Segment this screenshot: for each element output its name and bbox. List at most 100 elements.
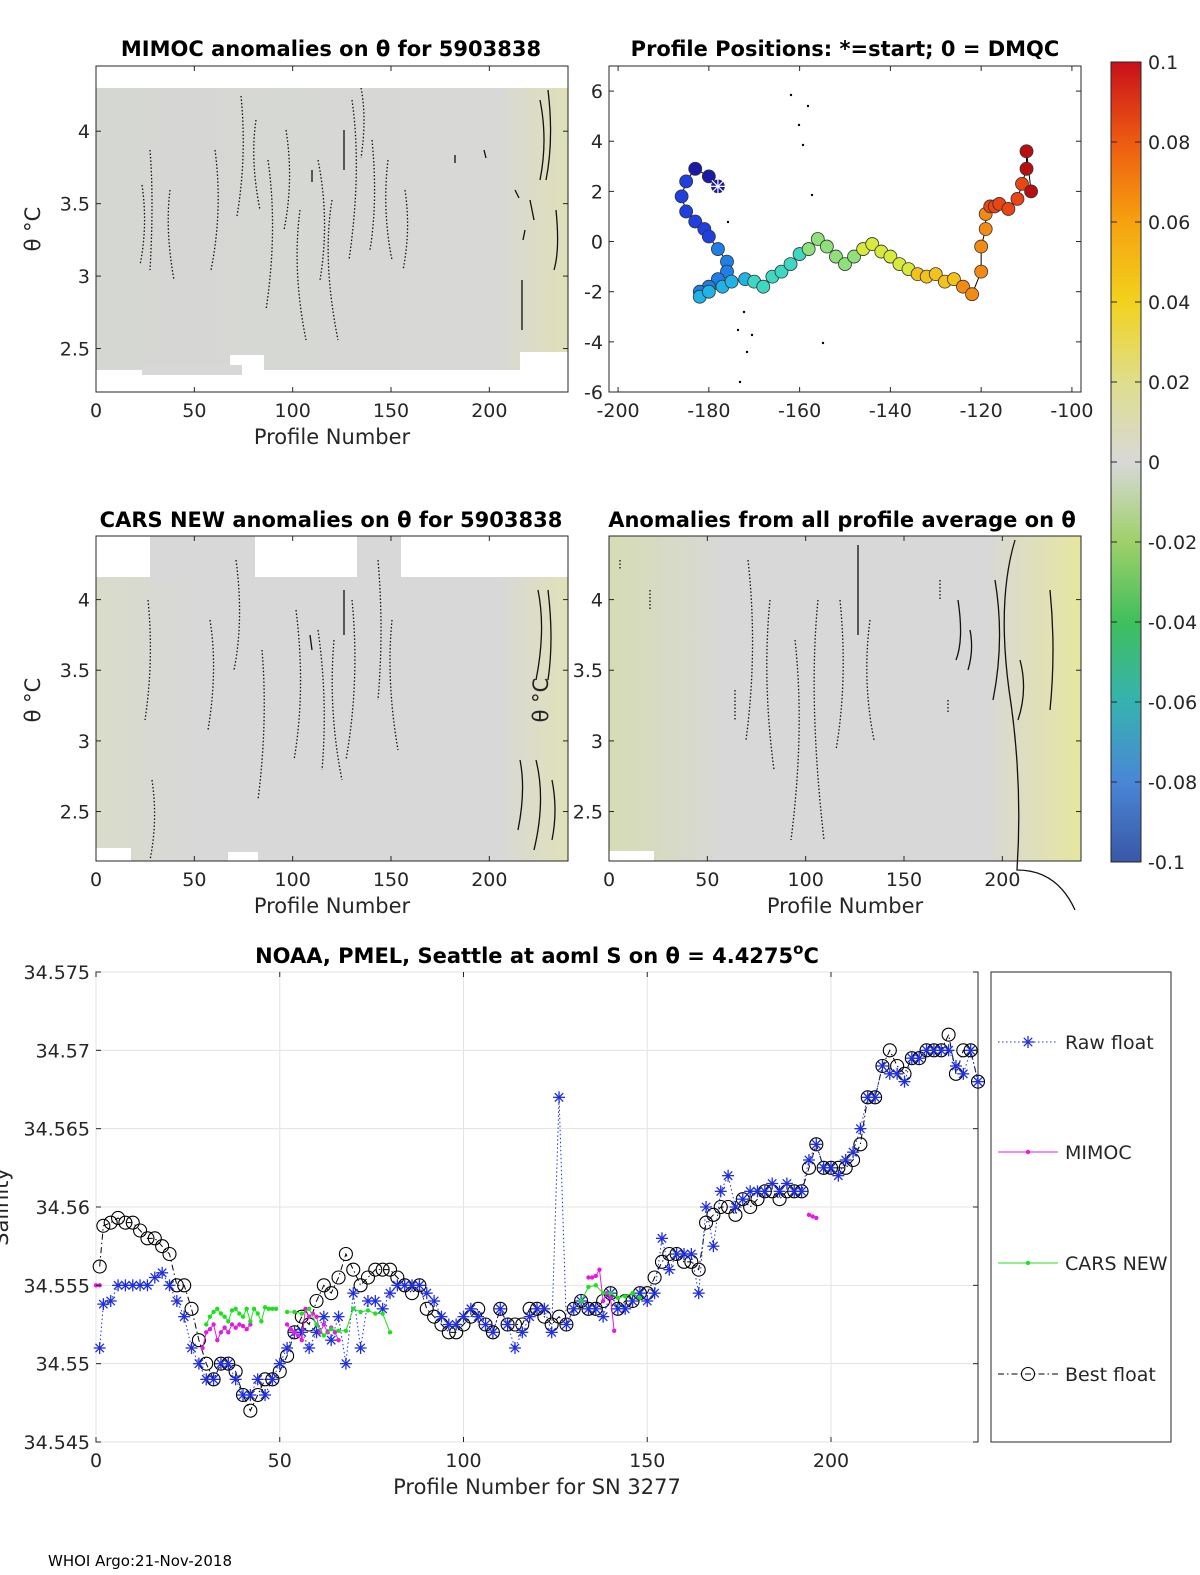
data-point — [516, 1326, 529, 1339]
x-tick-label: 50 — [182, 869, 206, 891]
series-cars-new — [204, 1283, 643, 1338]
data-point — [155, 1239, 170, 1254]
y-tick-label: 6 — [591, 81, 603, 103]
data-point — [317, 1310, 330, 1323]
data-point — [611, 1302, 624, 1315]
profile-position-point — [865, 237, 880, 251]
data-point — [368, 1262, 383, 1277]
data-point — [191, 1333, 206, 1348]
data-point — [691, 1262, 706, 1277]
x-tick-label: 50 — [182, 400, 206, 422]
profile-position-point — [965, 287, 979, 302]
data-point — [248, 1319, 253, 1324]
data-point — [96, 1218, 111, 1233]
profile-position-point — [928, 267, 943, 282]
data-point — [500, 1317, 515, 1332]
x-tick-label: 50 — [695, 869, 719, 891]
data-point — [229, 1373, 242, 1386]
positions-stray-points — [726, 93, 825, 384]
profile-position-point — [679, 174, 694, 189]
legend-marker — [1022, 1036, 1034, 1048]
data-point — [578, 1298, 584, 1304]
data-point — [133, 1223, 148, 1238]
y-tick-label: 34.55 — [36, 1354, 90, 1376]
data-point — [698, 1215, 714, 1230]
data-point — [104, 1295, 117, 1307]
data-point — [226, 1330, 231, 1335]
profile-position-point — [701, 284, 716, 299]
data-point — [493, 1301, 508, 1316]
data-point — [314, 1314, 319, 1319]
data-point — [810, 1214, 815, 1219]
y-tick-label: 34.575 — [24, 962, 90, 984]
data-point — [111, 1210, 126, 1226]
data-point — [809, 1137, 824, 1152]
profile-position-point — [978, 222, 993, 236]
data-point — [743, 1199, 758, 1215]
colorbar-tick-label: 0.08 — [1148, 132, 1190, 154]
data-point — [472, 1310, 485, 1323]
profile-position-point — [1015, 176, 1029, 191]
data-point — [354, 1342, 367, 1354]
y-tick-label: 2.5 — [60, 802, 90, 824]
data-point — [273, 1357, 286, 1370]
profile-position-point — [711, 242, 725, 256]
data-point — [125, 1215, 140, 1230]
data-point — [766, 1177, 779, 1190]
data-point — [619, 1302, 632, 1315]
data-point — [244, 1306, 249, 1312]
data-point — [292, 1309, 297, 1315]
colorbar-tick-label: 0.1 — [1148, 52, 1178, 74]
profile-position-point — [1019, 161, 1034, 176]
data-point — [600, 1290, 606, 1296]
legend-item: CARS NEW — [998, 1253, 1168, 1275]
data-point — [218, 1330, 224, 1335]
data-point — [589, 1275, 595, 1280]
data-point — [339, 1357, 352, 1370]
x-tick-label: -160 — [778, 400, 821, 422]
data-point — [597, 1267, 602, 1272]
data-point — [814, 1215, 819, 1221]
data-point — [369, 1295, 382, 1307]
data-point — [479, 1318, 492, 1331]
colorbar-tick-label: 0 — [1148, 452, 1160, 474]
data-point — [735, 1192, 750, 1207]
colorbar-tick-label: 0.02 — [1148, 372, 1190, 394]
data-point — [586, 1275, 591, 1280]
data-point — [112, 1279, 125, 1292]
allavg-field — [609, 536, 1081, 861]
cars-axes: 0 50 100 150 200 2.5 3 3.5 4 Profile Number θ °C — [21, 536, 568, 918]
data-point — [387, 1330, 393, 1335]
positions-axes-frame — [608, 65, 1082, 393]
profile-position-point — [674, 189, 689, 204]
x-tick-label: -100 — [1050, 400, 1093, 422]
data-point — [428, 1295, 441, 1307]
colorbar-tick-label: 0.04 — [1148, 292, 1190, 314]
data-point — [309, 1293, 324, 1309]
positions-axes: -200 -180 -160 -140 -120 -100 -6 -4 -2 0 2 4 6 — [584, 66, 1093, 422]
data-point — [204, 1322, 209, 1327]
colorbar: 0.1 0.08 0.06 0.04 0.02 0 -0.02 -0.04 -0.06 -0.08… — [1110, 52, 1197, 874]
data-point — [92, 1259, 107, 1274]
data-point — [647, 1270, 662, 1285]
data-point — [523, 1310, 536, 1323]
profile-position-point — [756, 279, 771, 294]
x-axis-label: Profile Number — [254, 894, 411, 918]
data-point — [567, 1302, 580, 1315]
allavg-anomaly-panel: Anomalies from all profile average on θ … — [529, 508, 1082, 918]
x-tick-label: 200 — [471, 400, 507, 422]
data-point — [244, 1327, 249, 1332]
data-point — [553, 1091, 566, 1104]
data-point — [670, 1248, 683, 1260]
data-point — [891, 1067, 904, 1080]
y-tick-label: 34.555 — [24, 1275, 90, 1297]
data-point — [147, 1231, 162, 1246]
data-point — [251, 1373, 264, 1386]
data-point — [351, 1306, 356, 1312]
profile-position-point — [774, 264, 789, 279]
x-tick-label: 0 — [90, 400, 102, 422]
data-point — [244, 1389, 257, 1401]
data-point — [589, 1302, 602, 1315]
data-point — [314, 1322, 319, 1327]
data-point — [211, 1322, 216, 1327]
